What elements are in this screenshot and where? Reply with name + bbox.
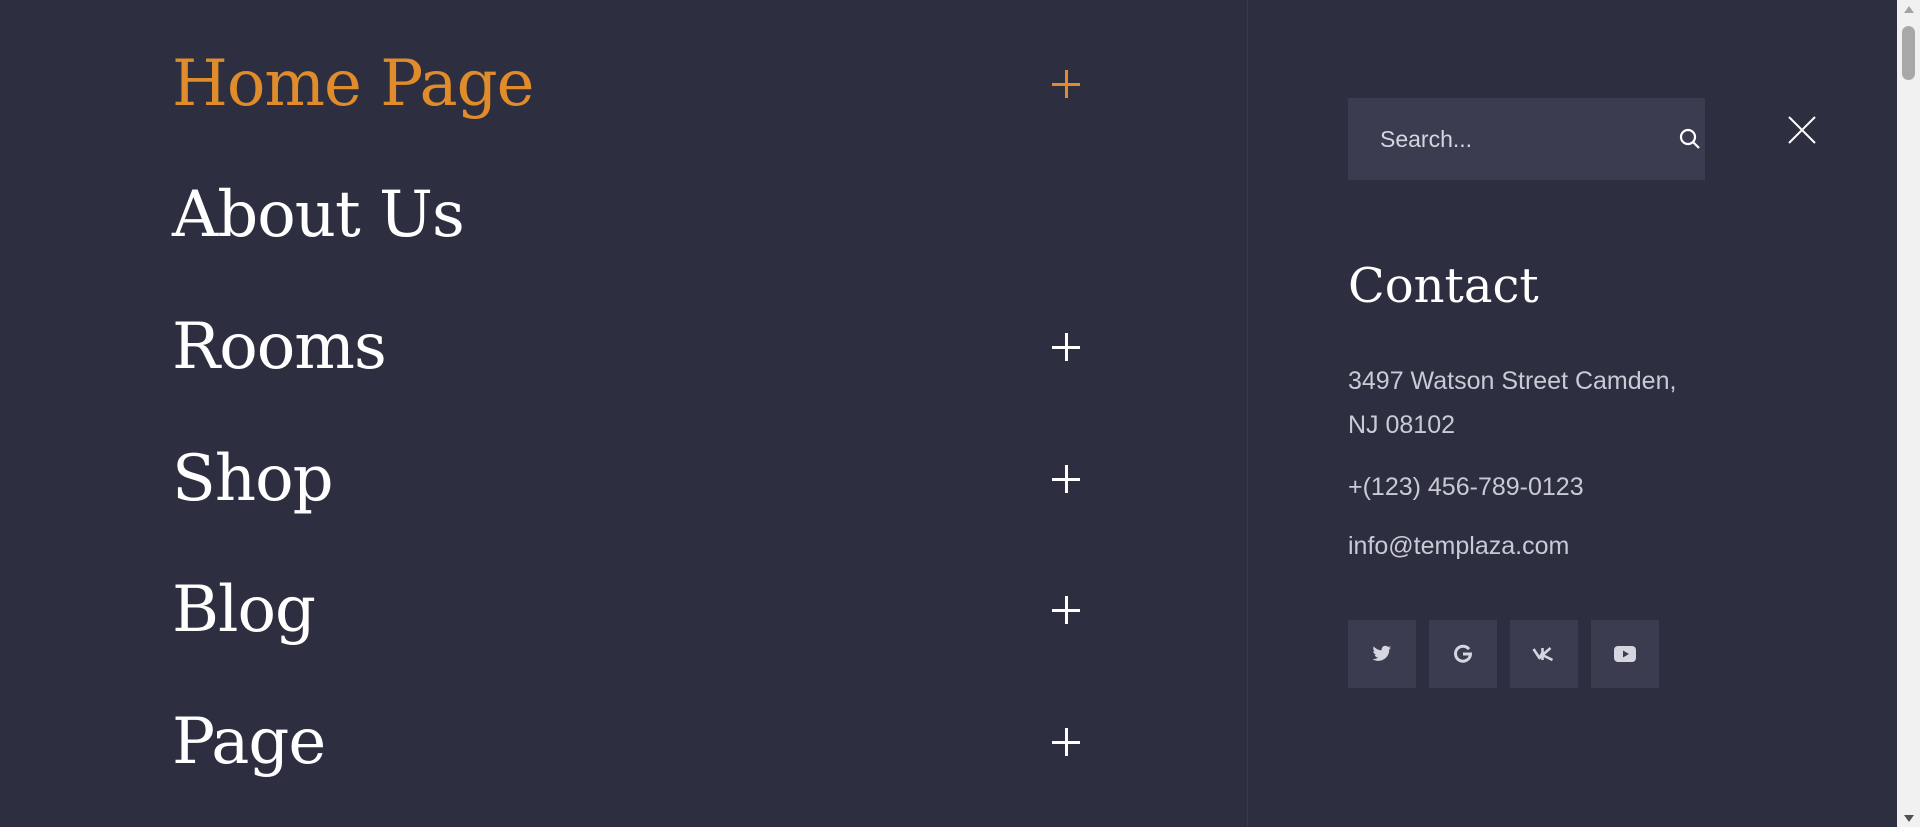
- menu-item-label: About Us: [172, 178, 465, 252]
- vk-icon: [1532, 647, 1554, 662]
- contact-phone: +(123) 456-789-0123: [1348, 473, 1584, 501]
- search-icon[interactable]: [1678, 125, 1702, 153]
- youtube-button[interactable]: [1591, 620, 1659, 688]
- social-links: [1348, 620, 1659, 688]
- plus-icon[interactable]: [1052, 596, 1080, 624]
- plus-icon[interactable]: [1052, 465, 1080, 493]
- menu-item-label: Shop: [172, 442, 334, 516]
- menu-item-rooms[interactable]: Rooms: [172, 292, 1092, 402]
- plus-icon[interactable]: [1052, 728, 1080, 756]
- contact-title: Contact: [1348, 258, 1539, 314]
- menu-item-label: Home Page: [172, 47, 534, 121]
- search-box: [1348, 97, 1705, 181]
- contact-address: 3497 Watson Street Camden, NJ 08102: [1348, 367, 1677, 439]
- scrollbar-thumb[interactable]: [1902, 26, 1915, 80]
- plus-icon[interactable]: [1052, 333, 1080, 361]
- vk-button[interactable]: [1510, 620, 1578, 688]
- twitter-icon: [1372, 645, 1392, 661]
- menu-item-shop[interactable]: Shop: [172, 424, 1092, 534]
- close-icon[interactable]: [1786, 114, 1818, 146]
- google-button[interactable]: [1429, 620, 1497, 688]
- scroll-down-arrow-icon[interactable]: [1897, 809, 1920, 827]
- menu-item-label: Blog: [172, 573, 316, 647]
- menu-item-page[interactable]: Page: [172, 687, 1092, 797]
- menu-item-about-us[interactable]: About Us: [172, 160, 1092, 270]
- google-icon: [1454, 644, 1473, 663]
- plus-icon[interactable]: [1052, 70, 1080, 98]
- scroll-up-arrow-icon[interactable]: [1897, 0, 1920, 18]
- twitter-button[interactable]: [1348, 620, 1416, 688]
- menu-item-label: Rooms: [172, 310, 387, 384]
- contact-email: info@templaza.com: [1348, 532, 1570, 560]
- panel-divider: [1247, 0, 1248, 827]
- offcanvas-menu: Home Page About Us Rooms Shop Blog Page: [172, 29, 1092, 797]
- search-input[interactable]: [1348, 97, 1678, 181]
- menu-item-home-page[interactable]: Home Page: [172, 29, 1092, 139]
- scrollbar[interactable]: [1897, 0, 1920, 827]
- menu-item-label: Page: [172, 705, 326, 779]
- youtube-icon: [1614, 646, 1636, 662]
- menu-item-blog[interactable]: Blog: [172, 555, 1092, 665]
